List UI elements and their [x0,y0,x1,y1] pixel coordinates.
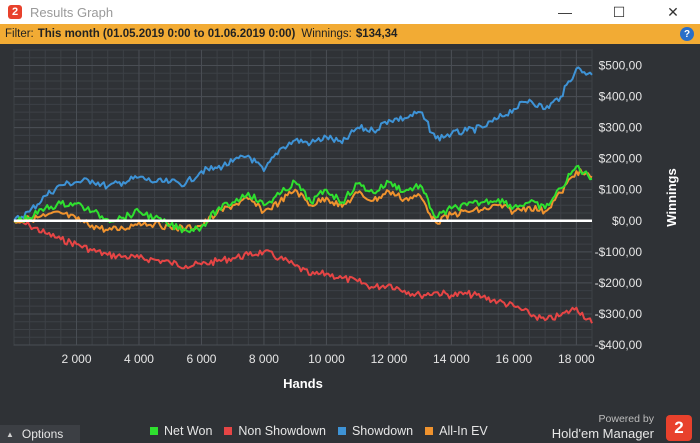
holdem-manager-logo-icon: 2 [666,415,692,441]
x-tick-label: 2 000 [61,352,91,366]
options-button[interactable]: ▲ Options [0,425,80,443]
y-tick-label: $500,00 [599,59,643,73]
y-tick-label: $100,00 [599,183,643,197]
brand-block: Powered by Hold'em Manager 2 [552,412,700,443]
filter-label: Filter: [5,28,34,40]
legend-item-net-won[interactable]: Net Won [150,424,212,438]
x-tick-label: 18 000 [558,352,595,366]
chart-grid [13,49,593,346]
y-tick-label: $0,00 [612,214,642,228]
y-tick-label: $200,00 [599,152,643,166]
options-label: Options [21,427,64,441]
y-tick-label: $400,00 [599,90,643,104]
help-icon[interactable]: ? [680,27,694,41]
winnings-value: $134,34 [355,28,398,40]
legend-swatch [224,427,233,435]
close-button[interactable]: ✕ [667,3,679,20]
y-tick-label: -$100,00 [595,245,643,259]
x-axis-ticks: 2 000 4 000 6 000 8 000 10 000 12 000 14 000 16… [61,352,595,366]
powered-by-text: Powered by [598,413,654,425]
x-tick-label: 16 000 [496,352,533,366]
caret-up-icon: ▲ [6,429,14,439]
x-tick-label: 12 000 [371,352,408,366]
legend-item-all-in-ev[interactable]: All-In EV [425,424,488,438]
series-line-showdown [13,66,593,222]
series-line-all-in-ev [13,168,593,233]
winnings-label: Winnings: [301,28,352,40]
legend-item-showdown[interactable]: Showdown [337,424,414,438]
x-axis-title: Hands [283,376,323,391]
maximize-button[interactable]: ☐ [612,3,626,20]
filter-bar[interactable]: Filter: This month (01.05.2019 0:00 to 0… [0,24,700,44]
y-axis-ticks: -$400,00 -$300,00 -$200,00 -$100,00 $0,00 $10… [595,59,643,352]
legend-swatch [150,427,158,435]
y-tick-label: -$200,00 [595,276,643,290]
legend-swatch [337,427,346,435]
y-tick-label: -$400,00 [595,338,643,352]
y-axis-title: Winnings [664,168,679,226]
series-line-non-showdown [13,218,593,324]
y-tick-label: $300,00 [599,121,643,135]
title-bar[interactable]: 2 Results Graph — ☐ ✕ [0,0,700,24]
legend-label: Showdown [351,424,414,438]
x-tick-label: 4 000 [124,352,154,366]
legend-swatch [425,427,434,435]
x-tick-label: 10 000 [308,352,345,366]
x-tick-label: 8 000 [249,352,279,366]
brand-name: Hold'em Manager [551,426,654,441]
app-logo-icon: 2 [8,5,22,19]
x-tick-label: 14 000 [433,352,470,366]
filter-value[interactable]: This month (01.05.2019 0:00 to 01.06.201… [37,28,296,40]
legend-label: Non Showdown [238,424,326,438]
y-tick-label: -$300,00 [595,307,643,321]
x-tick-label: 6 000 [186,352,216,366]
results-chart: -$400,00 -$300,00 -$200,00 -$100,00 $0,00 $10… [13,49,679,391]
legend-label: Net Won [164,424,213,438]
legend-item-non-showdown[interactable]: Non Showdown [224,424,326,438]
minimize-button[interactable]: — [558,4,572,20]
chart-legend: Net Won Non Showdown Showdown All-In EV [150,424,500,438]
window-title: Results Graph [30,4,114,20]
legend-label: All-In EV [439,424,488,438]
